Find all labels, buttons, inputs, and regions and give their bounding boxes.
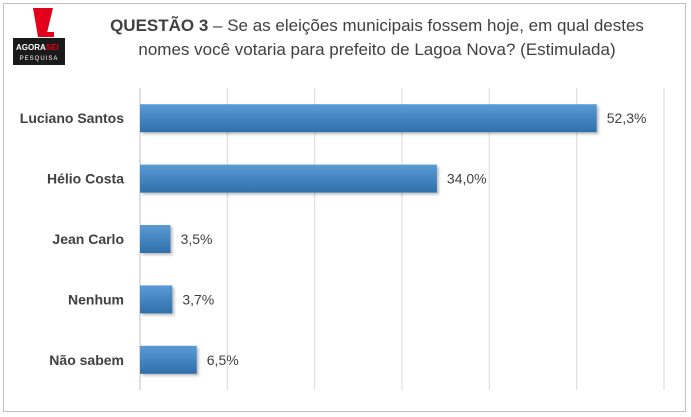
value-label: 52,3% — [607, 110, 647, 126]
category-label: Nenhum — [68, 291, 124, 307]
title-line-2: nomes você votaria para prefeito de Lago… — [138, 40, 616, 59]
bar-0 — [140, 104, 597, 133]
chart-frame — [3, 3, 686, 412]
logo-bottom-text: PESQUISA — [20, 56, 59, 62]
category-label: Hélio Costa — [47, 171, 124, 187]
logo-top-text: AGORASEI — [16, 43, 59, 52]
bar-2 — [140, 225, 171, 253]
category-label: Luciano Santos — [20, 110, 124, 126]
category-label: Não sabem — [49, 352, 124, 368]
agorasei-logo: AGORASEI PESQUISA — [13, 8, 65, 65]
logo-dot — [46, 32, 54, 37]
bar-1 — [140, 164, 437, 193]
value-label: 34,0% — [447, 171, 487, 187]
value-label: 3,7% — [182, 291, 214, 307]
bar-3 — [140, 285, 173, 314]
question-label: QUESTÃO 3 — [110, 16, 209, 35]
title-line-1: QUESTÃO 3 – Se as eleições municipais fo… — [72, 14, 682, 38]
logo-mark — [33, 8, 53, 37]
logo-box — [13, 38, 65, 65]
question-text: – Se as eleições municipais fossem hoje,… — [208, 16, 644, 35]
category-label: Jean Carlo — [52, 231, 124, 247]
value-label: 6,5% — [207, 352, 239, 368]
bar-4 — [140, 345, 197, 374]
value-label: 3,5% — [181, 231, 213, 247]
chart-title: QUESTÃO 3 – Se as eleições municipais fo… — [72, 14, 682, 62]
logo-top-text-accent: SEI — [46, 43, 59, 52]
